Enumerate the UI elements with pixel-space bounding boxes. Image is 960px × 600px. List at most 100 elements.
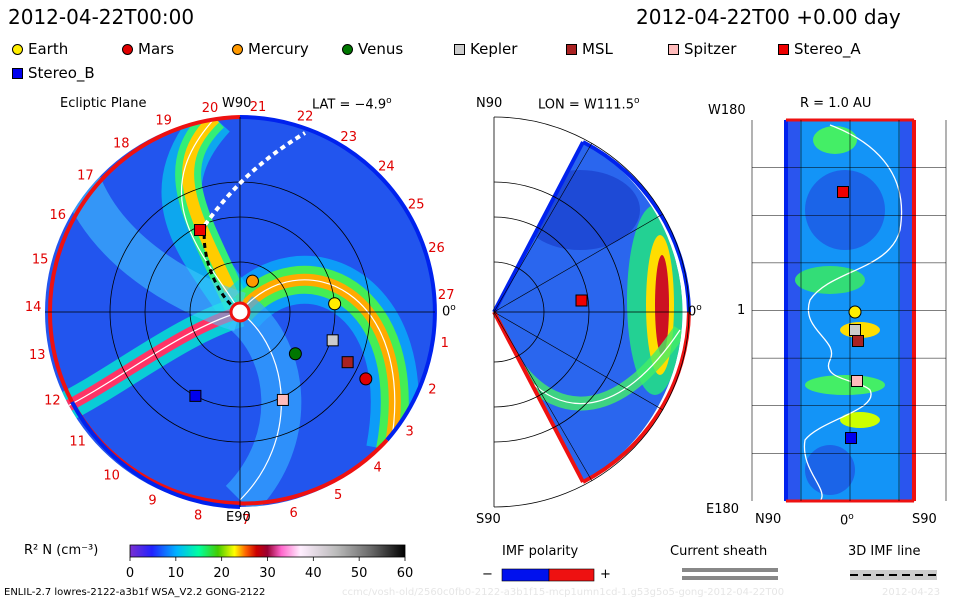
marker-sphere-4 bbox=[837, 186, 849, 198]
ecliptic-top-label: W90 bbox=[222, 96, 252, 111]
carrington-tick-label: 15 bbox=[32, 252, 49, 267]
colorbar bbox=[129, 544, 406, 558]
legend-item-mars: Mars bbox=[122, 40, 174, 58]
sphere-mid-left: 1 bbox=[737, 303, 746, 318]
carrington-tick-label: 25 bbox=[408, 197, 425, 212]
meridional-panel bbox=[492, 116, 691, 508]
legend-marker-kepler bbox=[454, 43, 465, 55]
ecliptic-bottom-label: E90 bbox=[226, 510, 251, 525]
carrington-tick-label: 12 bbox=[44, 394, 61, 409]
legend-marker-spitzer bbox=[668, 43, 679, 55]
legend-label: Spitzer bbox=[684, 40, 737, 58]
legend-label: MSL bbox=[582, 40, 613, 58]
ecliptic-panel bbox=[45, 115, 437, 509]
sheath-label: Current sheath bbox=[670, 544, 768, 559]
colorbar-label: R² N (cm⁻³) bbox=[24, 543, 99, 558]
sphere-x-mid: 0o bbox=[840, 512, 854, 529]
marker-mars bbox=[359, 372, 373, 386]
carrington-tick-label: 7 bbox=[242, 513, 250, 528]
carrington-tick-label: 18 bbox=[113, 136, 130, 151]
marker-stereo_a bbox=[194, 224, 207, 237]
marker-venus bbox=[288, 347, 302, 361]
footer-stamp: 2012-04-23 bbox=[882, 587, 941, 598]
date-left: 2012-04-22T00:00 bbox=[8, 5, 195, 29]
imf-label: IMF polarity bbox=[502, 544, 579, 559]
carrington-tick-label: 14 bbox=[25, 300, 42, 315]
marker-mercury bbox=[245, 274, 259, 288]
marker-spitzer bbox=[276, 393, 289, 406]
colorbar-tick-label: 40 bbox=[305, 566, 322, 581]
colorbar-tick-label: 0 bbox=[126, 566, 134, 581]
marker-stereo_b bbox=[189, 389, 202, 402]
sphere-top-left: W180 bbox=[708, 103, 746, 118]
legend-marker-earth bbox=[12, 43, 23, 55]
legend-label: Mercury bbox=[248, 40, 309, 58]
legend-item-mercury: Mercury bbox=[232, 40, 309, 58]
legend-item-stereo_a: Stereo_A bbox=[778, 40, 861, 58]
marker-sphere-5 bbox=[845, 432, 857, 444]
legend-label: Kepler bbox=[470, 40, 518, 58]
legend-label: Mars bbox=[138, 40, 175, 58]
legend-marker-msl bbox=[566, 43, 577, 55]
carrington-tick-label: 13 bbox=[29, 348, 46, 363]
marker-sphere-0 bbox=[848, 305, 862, 319]
marker-sphere-1 bbox=[849, 324, 861, 336]
legend-marker-stereo_b bbox=[12, 67, 23, 79]
colorbar-tick-label: 10 bbox=[168, 566, 185, 581]
carrington-tick-label: 8 bbox=[194, 509, 202, 524]
carrington-tick-label: 17 bbox=[77, 168, 94, 183]
meridional-top-label: N90 bbox=[476, 96, 503, 111]
carrington-tick-label: 3 bbox=[405, 425, 413, 440]
carrington-tick-label: 5 bbox=[334, 488, 342, 503]
legend-label: Stereo_B bbox=[28, 64, 95, 82]
legend-marker-mars bbox=[122, 43, 133, 55]
marker-earth bbox=[328, 297, 342, 311]
legend-item-venus: Venus bbox=[342, 40, 403, 58]
sphere-x-left: N90 bbox=[755, 512, 782, 527]
footer-path: ccmc/vosh-old/2560c0fb0-2122-a3b1f15-mcp… bbox=[342, 587, 785, 598]
carrington-tick-label: 21 bbox=[250, 100, 267, 115]
footer-model: ENLIL-2.7 lowres-2122-a3b1f WSA_V2.2 GON… bbox=[4, 587, 266, 598]
carrington-tick-label: 10 bbox=[103, 468, 120, 483]
carrington-tick-label: 11 bbox=[69, 434, 86, 449]
sphere-bottom-left: E180 bbox=[706, 502, 740, 517]
ecliptic-title: Ecliptic Plane bbox=[60, 96, 147, 111]
colorbar-tick-label: 50 bbox=[351, 566, 368, 581]
carrington-tick-label: 22 bbox=[297, 110, 314, 125]
marker-kepler bbox=[326, 334, 339, 347]
legend-marker-mercury bbox=[232, 43, 243, 55]
carrington-tick-label: 23 bbox=[340, 130, 357, 145]
carrington-tick-label: 19 bbox=[155, 114, 172, 129]
legend-marker-stereo_a bbox=[778, 43, 789, 55]
legend-label: Venus bbox=[358, 40, 404, 58]
legend-item-earth: Earth bbox=[12, 40, 68, 58]
lon-label: LON = W111.5o bbox=[538, 96, 640, 113]
sphere-r-label: R = 1.0 AU bbox=[800, 96, 872, 111]
lat-label: LAT = −4.9o bbox=[312, 96, 392, 113]
carrington-tick-label: 4 bbox=[373, 461, 381, 476]
marker-meridional-stereo_a bbox=[575, 294, 588, 307]
legend-item-stereo_b: Stereo_B bbox=[12, 64, 95, 82]
sun-marker bbox=[229, 301, 251, 323]
carrington-tick-label: 9 bbox=[148, 494, 156, 509]
meridional-bottom-label: S90 bbox=[476, 512, 501, 527]
carrington-tick-label: 26 bbox=[428, 241, 445, 256]
imf-negative-bar bbox=[501, 568, 550, 582]
marker-sphere-2 bbox=[852, 335, 864, 347]
carrington-tick-label: 6 bbox=[289, 506, 297, 521]
carrington-tick-label: 1 bbox=[441, 336, 449, 351]
legend-item-kepler: Kepler bbox=[454, 40, 517, 58]
colorbar-tick-label: 60 bbox=[397, 566, 414, 581]
sphere-x-right: S90 bbox=[912, 512, 937, 527]
imf-positive-bar bbox=[548, 568, 595, 582]
imf3d-label: 3D IMF line bbox=[848, 544, 921, 559]
imf-minus: − bbox=[482, 567, 493, 582]
legend-label: Stereo_A bbox=[794, 40, 861, 58]
date-right: 2012-04-22T00 +0.00 day bbox=[636, 5, 901, 29]
meridional-right-label: 0o bbox=[688, 303, 702, 320]
legend-label: Earth bbox=[28, 40, 69, 58]
marker-msl bbox=[341, 356, 354, 369]
imf-plus: + bbox=[600, 567, 611, 582]
